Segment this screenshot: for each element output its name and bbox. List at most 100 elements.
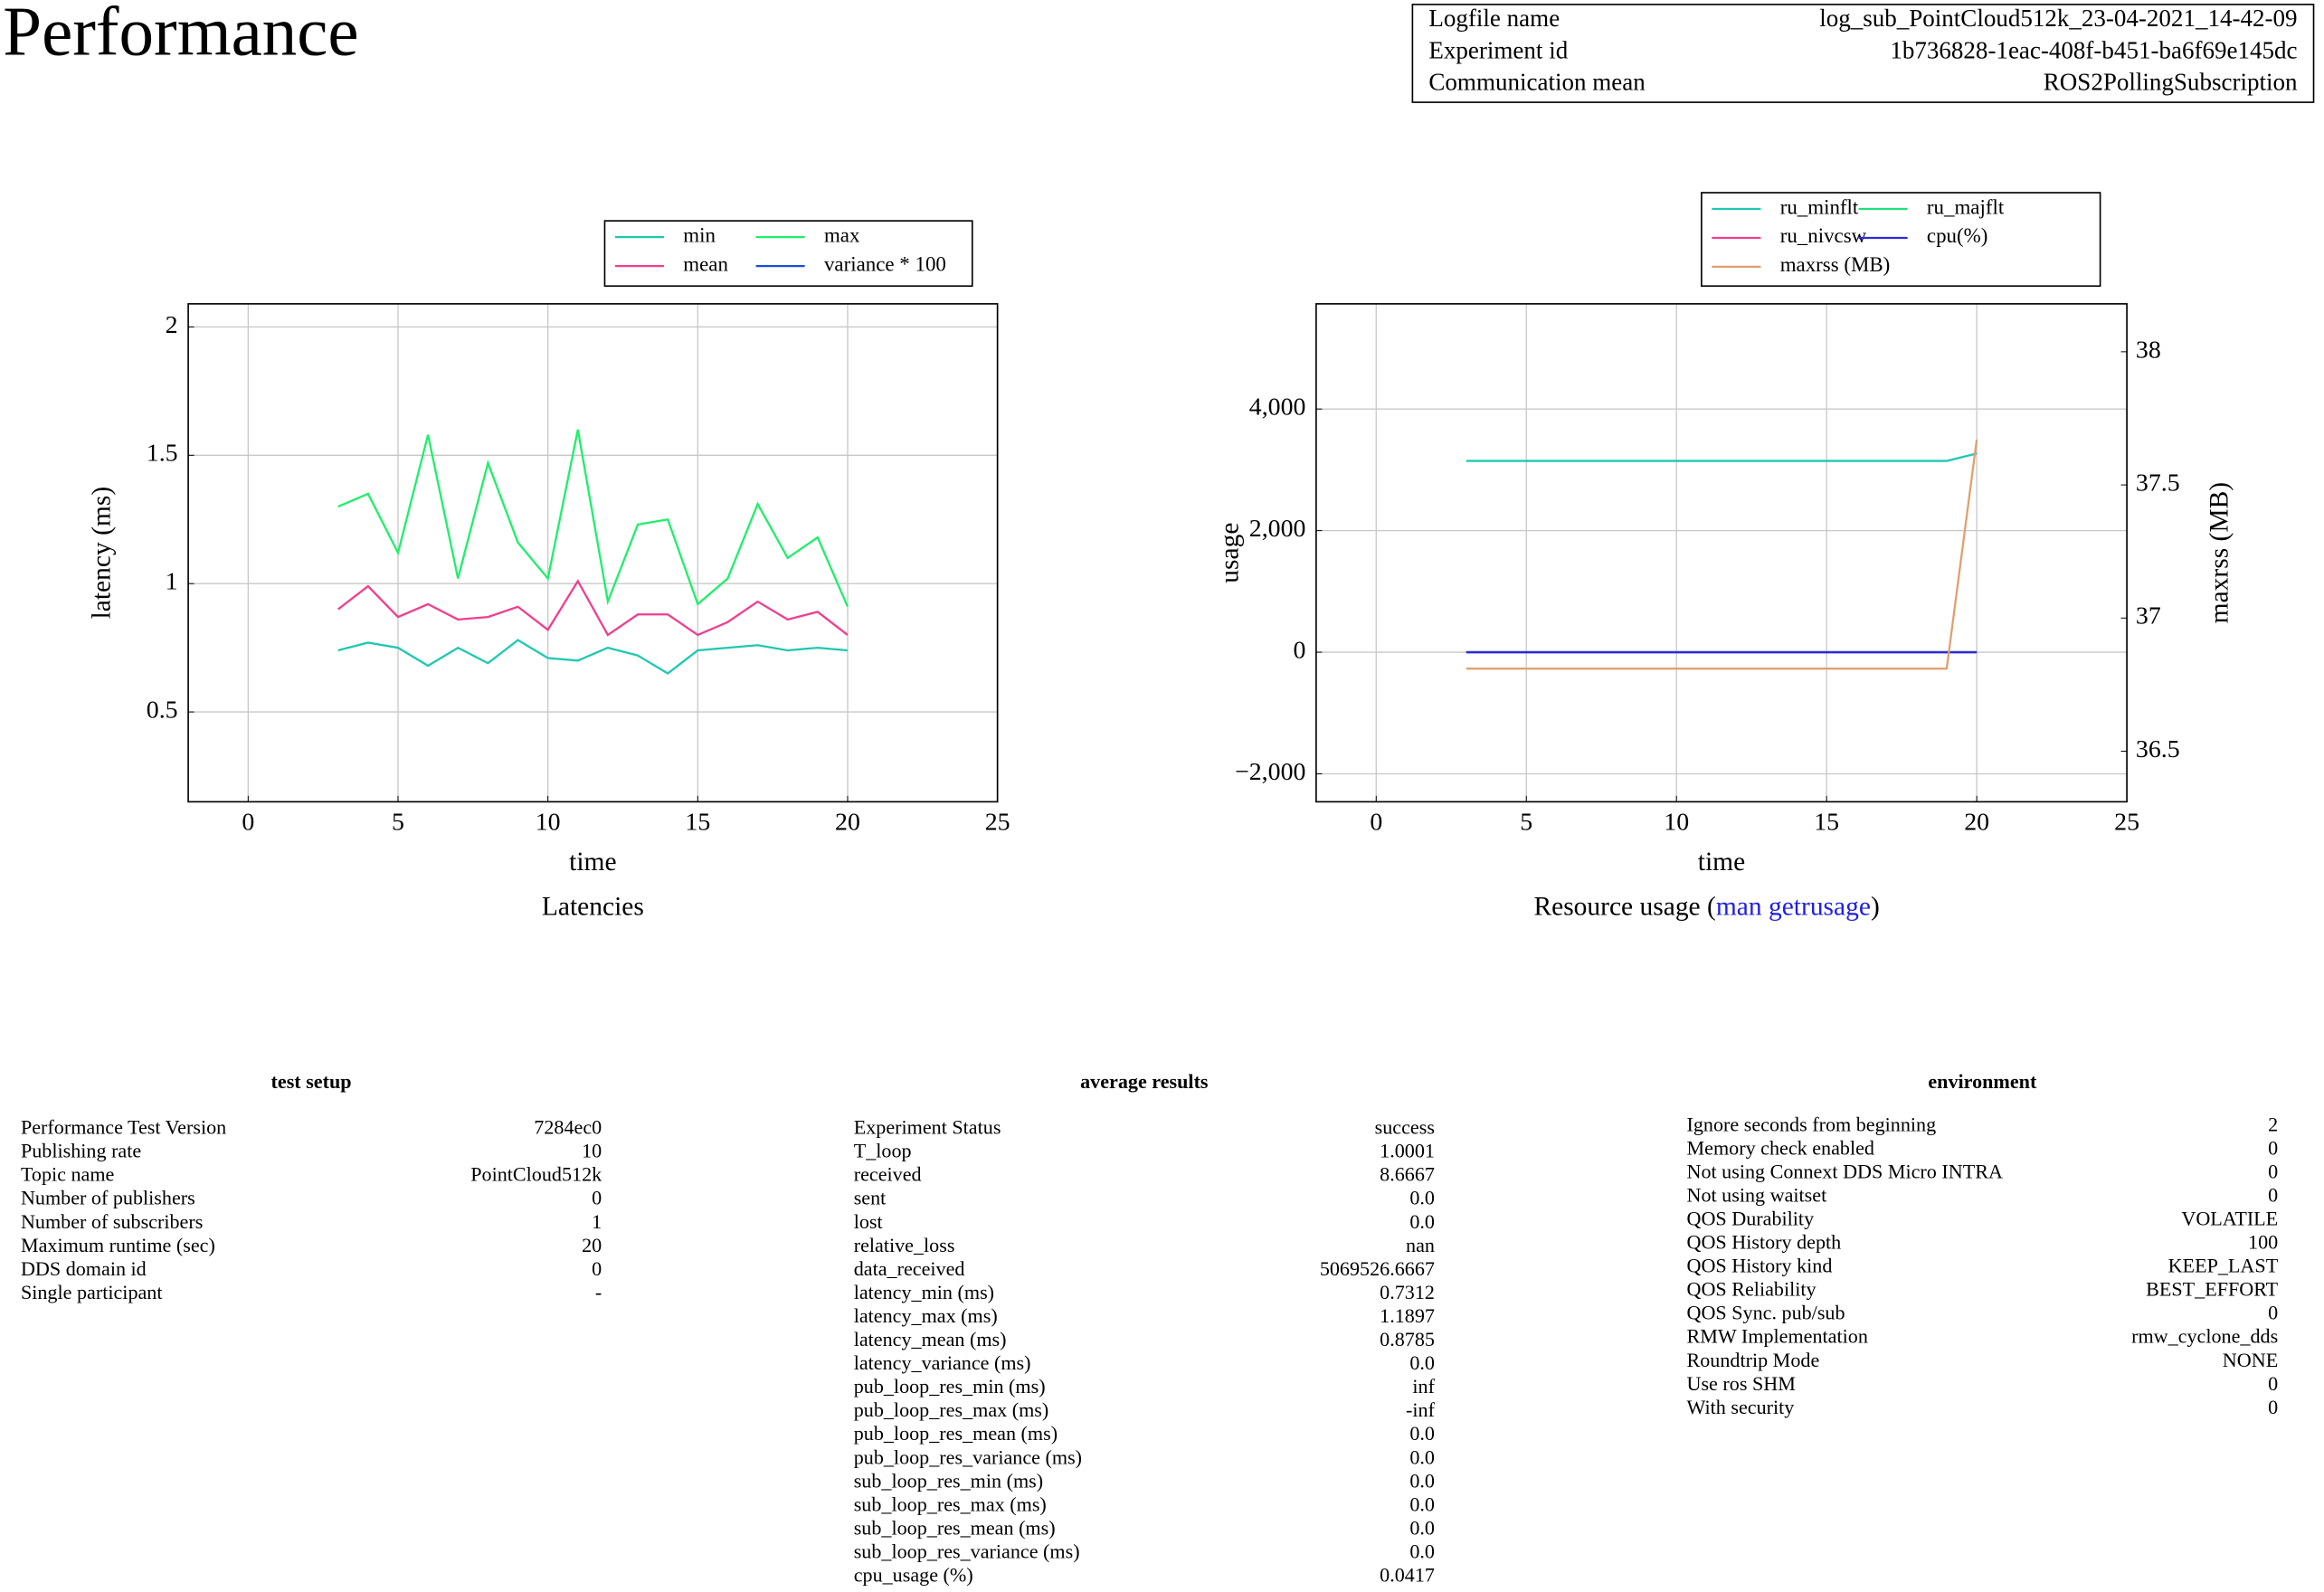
chart-caption: Latencies [542, 892, 644, 921]
series-line [337, 579, 849, 637]
caption-text: ) [1871, 892, 1880, 921]
table-value: 0.0 [1409, 1187, 1435, 1209]
info-label: Logfile name [1428, 5, 1560, 32]
table-value: 0 [592, 1187, 602, 1209]
table-label: QOS Sync. pub/sub [1686, 1302, 1845, 1324]
table-value: success [1375, 1116, 1435, 1139]
series-line [337, 429, 849, 608]
table-value: 2 [2268, 1113, 2278, 1135]
table-label: lost [854, 1210, 884, 1233]
table-value: 0 [2268, 1136, 2278, 1159]
legend-label: ru_majflt [1927, 195, 2005, 218]
info-label: Communication mean [1428, 69, 1646, 96]
x-tick-label: 15 [685, 808, 710, 836]
table-label: Not using waitset [1686, 1183, 1827, 1206]
legend-label: mean [683, 252, 728, 275]
table-value: 0.0 [1409, 1492, 1435, 1515]
y2-tick-label: 38 [2136, 336, 2161, 364]
legend-label: min [683, 223, 716, 246]
table-value: 10 [582, 1140, 602, 1162]
table-label: Memory check enabled [1686, 1136, 1874, 1159]
table-value: 0.7312 [1380, 1281, 1435, 1303]
table-title: test setup [271, 1070, 352, 1093]
table-label: cpu_usage (%) [854, 1564, 973, 1587]
info-value: 1b736828-1eac-408f-b451-ba6f69e145dc [1890, 36, 2297, 63]
table-label: QOS Reliability [1686, 1278, 1816, 1301]
y2-tick-label: 37 [2136, 602, 2161, 630]
series-line [337, 639, 849, 675]
info-value: ROS2PollingSubscription [2044, 69, 2298, 96]
table-label: Publishing rate [21, 1140, 141, 1162]
table-value: KEEP_LAST [2168, 1255, 2279, 1277]
y-tick-label: 1 [166, 568, 178, 596]
table-label: latency_mean (ms) [854, 1328, 1007, 1350]
y-axis-label: usage [1215, 523, 1244, 583]
table-label: Ignore seconds from beginning [1686, 1113, 1936, 1135]
table-value: 0.0 [1409, 1351, 1435, 1374]
table-value: 1 [592, 1210, 602, 1233]
table-label: data_received [854, 1257, 965, 1280]
table-value: 5069526.6667 [1320, 1257, 1435, 1280]
table-label: sent [854, 1187, 887, 1209]
table-label: Experiment Status [854, 1116, 1001, 1139]
x-tick-label: 25 [985, 808, 1010, 836]
caption-text: Resource usage ( [1533, 892, 1715, 921]
x-tick-label: 25 [2114, 808, 2139, 836]
x-tick-label: 5 [392, 808, 404, 836]
legend-label: cpu(%) [1927, 224, 1987, 247]
table-value: 7284ec0 [534, 1116, 602, 1139]
legend-label: ru_nivcsw [1780, 224, 1867, 247]
table-label: Not using Connext DDS Micro INTRA [1686, 1160, 2002, 1182]
y-tick-label: 2,000 [1249, 515, 1306, 543]
plot-frame [1315, 303, 2128, 803]
table-label: T_loop [854, 1140, 912, 1162]
x-tick-label: 5 [1520, 808, 1532, 836]
table-value: - [595, 1281, 602, 1303]
table-value: 0.0 [1409, 1445, 1435, 1468]
y-tick-label: 1.5 [147, 440, 178, 468]
table-value: 1.1897 [1380, 1304, 1435, 1327]
y-axis-label: latency (ms) [87, 487, 116, 620]
table-value: 0.0 [1409, 1540, 1435, 1562]
table-value: 0 [2268, 1372, 2278, 1395]
table-label: QOS History kind [1686, 1255, 1832, 1277]
table-label: Number of subscribers [21, 1210, 203, 1233]
table-label: sub_loop_res_mean (ms) [854, 1516, 1056, 1539]
table-title: average results [1080, 1070, 1209, 1093]
chart-caption: Resource usage (man getrusage) [1533, 892, 1879, 921]
page-title: Performance [3, 0, 358, 70]
y-tick-label: 2 [166, 311, 178, 339]
table-value: 0 [2268, 1160, 2278, 1182]
x-tick-label: 10 [536, 808, 561, 836]
table-value: 100 [2248, 1231, 2278, 1254]
table-value: 0.0 [1409, 1210, 1435, 1233]
table-label: received [854, 1163, 922, 1186]
table-value: inf [1412, 1375, 1435, 1398]
table-label: pub_loop_res_min (ms) [854, 1375, 1046, 1398]
plot-frame [187, 303, 999, 803]
table-label: sub_loop_res_variance (ms) [854, 1540, 1080, 1562]
legend-label: max [824, 223, 860, 246]
table-label: relative_loss [854, 1234, 955, 1256]
table-label: latency_variance (ms) [854, 1351, 1031, 1374]
y2-tick-label: 37.5 [2136, 469, 2180, 497]
table-value: nan [1406, 1234, 1435, 1256]
y-tick-label: 4,000 [1249, 393, 1306, 422]
y-tick-label: 0.5 [147, 696, 178, 724]
table-value: rmw_cyclone_dds [2131, 1325, 2278, 1348]
table-label: Performance Test Version [21, 1116, 226, 1139]
table-value: 0 [592, 1257, 602, 1280]
plot-lines [1466, 439, 1978, 670]
caption-link[interactable]: man getrusage [1716, 892, 1871, 921]
table-value: 0.0 [1409, 1422, 1435, 1445]
table-value: 0 [2268, 1302, 2278, 1324]
table-value: -inf [1406, 1398, 1436, 1421]
x-tick-label: 20 [835, 808, 860, 836]
info-box [1411, 4, 2315, 103]
x-tick-label: 10 [1664, 808, 1689, 836]
legend-label: variance * 100 [824, 252, 946, 275]
table-label: Use ros SHM [1686, 1372, 1796, 1395]
table-label: RMW Implementation [1686, 1325, 1867, 1348]
